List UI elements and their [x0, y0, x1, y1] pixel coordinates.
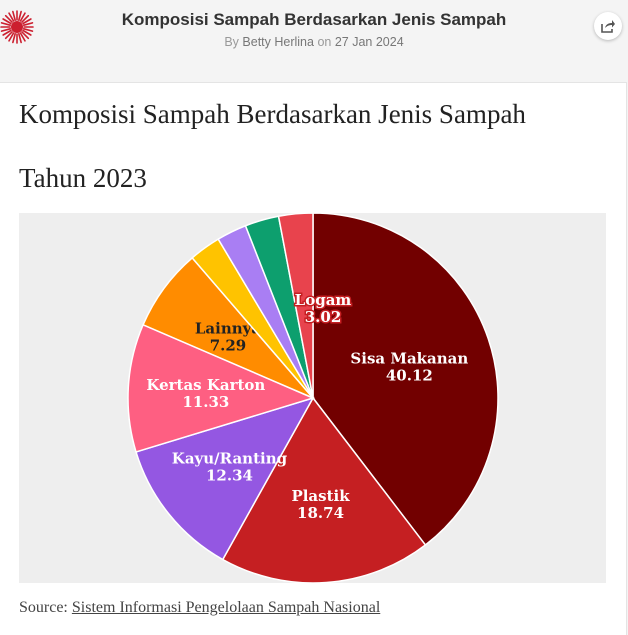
source-link[interactable]: Sistem Informasi Pengelolaan Sampah Nasi…: [71, 599, 381, 616]
plot-area: Sisa Makanan 40.12 Plastik 18.74 Kayu/Rantin…: [19, 213, 606, 583]
slice-label-kayu-ranting: Kayu/Ranting 12.34: [172, 449, 288, 484]
byline: By Betty Herlina on 27 Jan 2024: [0, 35, 628, 49]
pie-slice-kayu-ranting[interactable]: [135, 396, 315, 561]
source-prefix: Source:: [19, 599, 68, 616]
sun-burst-logo-icon[interactable]: [0, 10, 34, 44]
slice-label-plastik: Plastik 18.74: [291, 487, 350, 522]
chart-subtitle: Tahun 2023: [19, 163, 147, 193]
header-title: Komposisi Sampah Berdasarkan Jenis Sampa…: [121, 10, 507, 29]
byline-date: 27 Jan 2024: [334, 35, 404, 49]
pie-slice-kertas-karton[interactable]: [127, 323, 316, 453]
pie-chart: Sisa Makanan 40.12 Plastik 18.74Kayu/Rantin…: [127, 213, 499, 583]
chart-card: Komposisi Sampah Berdasarkan Jenis Sampa…: [0, 82, 627, 635]
slice-label-kertas-karton: Kertas Karton 11.33: [146, 376, 265, 411]
slice-label-logam: Logam 3.02: [295, 291, 352, 326]
slice-label-lainnya: Lainnya 7.29: [195, 320, 261, 355]
source-note: Source: Sistem Informasi Pengelolaan Sam…: [19, 599, 380, 617]
share-button[interactable]: [594, 12, 622, 40]
chart-title: Komposisi Sampah Berdasarkan Jenis Sampa…: [19, 99, 526, 129]
pie-slice-logam[interactable]: [277, 213, 314, 399]
pie-slice-sisa-makanan[interactable]: [312, 213, 499, 547]
top-bar: Komposisi Sampah Berdasarkan Jenis Sampa…: [0, 0, 628, 82]
byline-by: By: [224, 35, 239, 49]
slice-label-sisa-makanan: Sisa Makanan 40.12: [350, 349, 468, 384]
pie-slice-plastik[interactable]: [221, 396, 427, 583]
share-icon: [601, 20, 615, 33]
byline-author[interactable]: Betty Herlina: [242, 35, 314, 49]
byline-on: on: [317, 35, 332, 49]
